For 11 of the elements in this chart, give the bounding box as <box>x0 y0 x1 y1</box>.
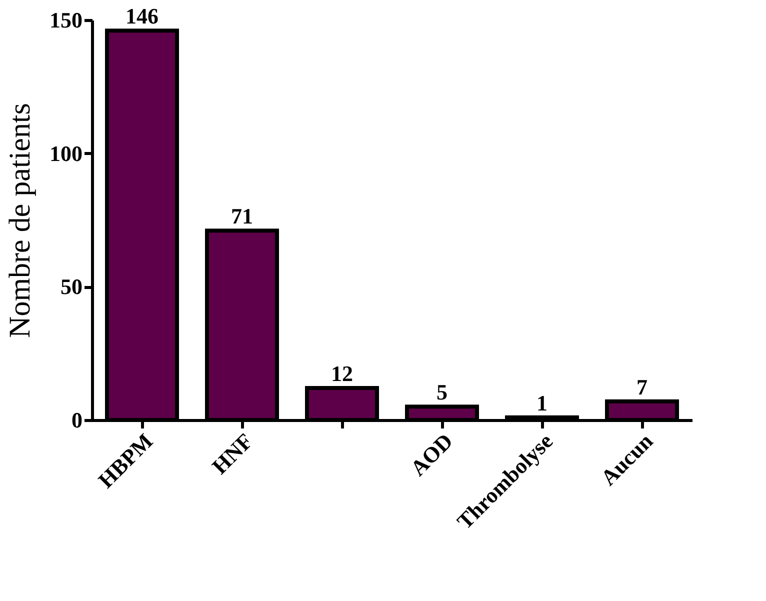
data-label: 1 <box>536 390 548 416</box>
y-axis-title: Nombre de patients <box>4 103 36 338</box>
data-label: 146 <box>126 4 158 29</box>
y-tick-label: 100 <box>50 140 82 166</box>
y-tick-label: 50 <box>60 274 82 300</box>
data-label: 71 <box>231 204 253 229</box>
data-label: 7 <box>636 374 648 400</box>
data-label: 5 <box>436 380 448 405</box>
y-tick-label: 150 <box>50 8 82 32</box>
data-label: 12 <box>331 361 353 386</box>
y-tick-label: 0 <box>72 408 82 432</box>
